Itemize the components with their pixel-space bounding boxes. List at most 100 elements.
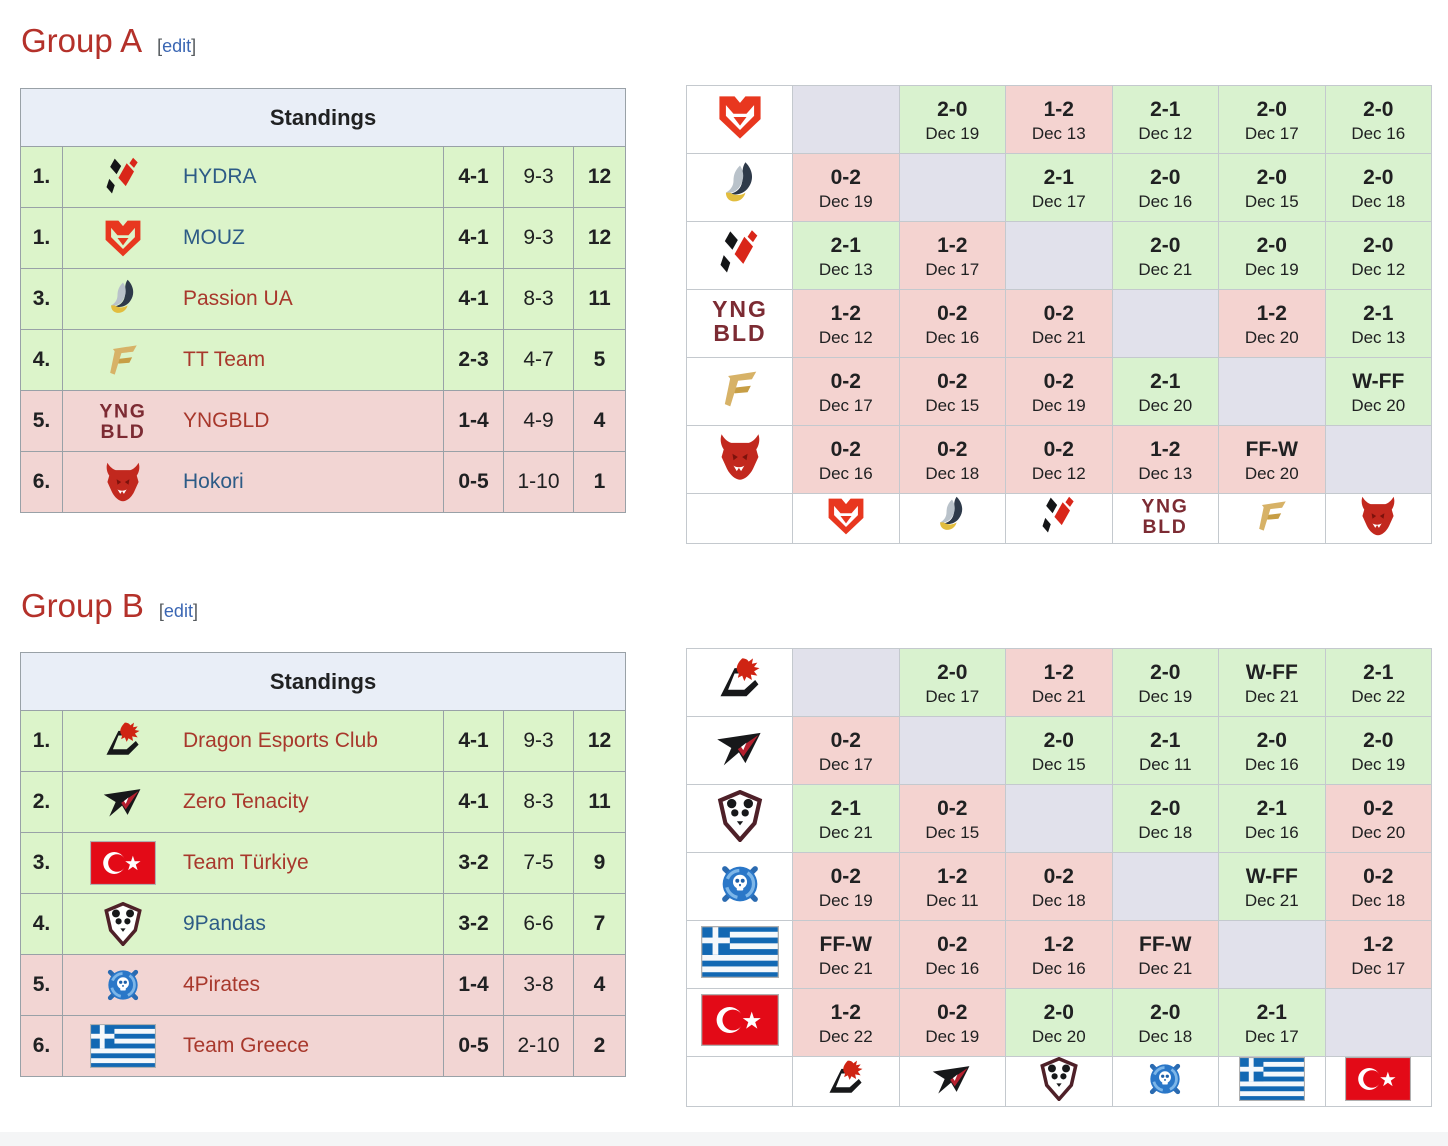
match-result-cell[interactable]: 2-0 Dec 18 [1324, 153, 1432, 222]
passion-ua-icon[interactable] [903, 496, 1001, 542]
match-result-cell[interactable]: 0-2 Dec 19 [898, 988, 1006, 1057]
match-result-cell[interactable]: 1-2 Dec 17 [1324, 920, 1432, 989]
match-result-cell[interactable]: 2-1 Dec 20 [1111, 357, 1219, 426]
match-result-cell[interactable]: 0-2 Dec 17 [792, 716, 900, 785]
match-result-cell[interactable]: 2-0 Dec 15 [1005, 716, 1113, 785]
zero-tenacity-icon[interactable] [903, 1066, 1001, 1105]
greece-flag-icon[interactable] [691, 926, 789, 982]
hydra-icon[interactable] [63, 155, 183, 199]
match-result-cell[interactable]: 2-0 Dec 18 [1111, 988, 1219, 1057]
hydra-icon[interactable] [1010, 496, 1108, 542]
match-result-cell[interactable]: 0-2 Dec 19 [1005, 357, 1113, 426]
edit-link[interactable]: edit [162, 36, 192, 56]
match-result-cell[interactable]: 0-2 Dec 19 [792, 153, 900, 222]
match-result-cell[interactable]: 0-2 Dec 20 [1324, 784, 1432, 853]
match-result-cell[interactable]: 2-0 Dec 17 [898, 648, 1006, 717]
match-result-cell[interactable]: 0-2 Dec 21 [1005, 289, 1113, 358]
team-link[interactable]: 9Pandas [183, 912, 266, 935]
yngbld-icon[interactable]: YNG BLD [63, 399, 183, 443]
match-result-cell[interactable]: 0-2 Dec 15 [898, 784, 1006, 853]
match-result-cell[interactable]: 2-1 Dec 22 [1324, 648, 1432, 717]
hokori-icon[interactable] [63, 460, 183, 504]
team-link[interactable]: MOUZ [183, 226, 245, 249]
match-result-cell[interactable]: 1-2 Dec 22 [792, 988, 900, 1057]
four-pirates-icon[interactable] [1116, 1063, 1214, 1105]
match-result-cell[interactable]: 1-2 Dec 11 [898, 852, 1006, 921]
hydra-icon[interactable] [691, 230, 789, 283]
nine-pandas-icon[interactable] [1010, 1056, 1108, 1105]
edit-link[interactable]: edit [163, 601, 193, 621]
dragon-esports-icon[interactable] [63, 719, 183, 763]
match-result-cell[interactable]: 0-2 Dec 16 [898, 920, 1006, 989]
greece-flag-icon[interactable] [1223, 1057, 1321, 1105]
match-result-cell[interactable]: 2-0 Dec 12 [1324, 221, 1432, 290]
match-result-cell[interactable]: W-FF Dec 21 [1218, 852, 1326, 921]
match-result-cell[interactable]: FF-W Dec 21 [792, 920, 900, 989]
team-link[interactable]: Zero Tenacity [183, 790, 309, 813]
turkiye-flag-icon[interactable]: ★ [1329, 1057, 1427, 1105]
turkiye-flag-icon[interactable]: ★ [63, 841, 183, 885]
match-result-cell[interactable]: 1-2 Dec 17 [898, 221, 1006, 290]
team-link[interactable]: HYDRA [183, 165, 257, 188]
team-link[interactable]: 4Pirates [183, 973, 261, 996]
match-result-cell[interactable]: 2-0 Dec 19 [1111, 648, 1219, 717]
match-result-cell[interactable]: 2-1 Dec 11 [1111, 716, 1219, 785]
match-result-cell[interactable]: 0-2 Dec 18 [898, 425, 1006, 494]
match-result-cell[interactable]: 0-2 Dec 16 [792, 425, 900, 494]
hokori-icon[interactable] [691, 434, 789, 487]
team-link[interactable]: Dragon Esports Club [183, 729, 378, 752]
match-result-cell[interactable]: 2-0 Dec 21 [1111, 221, 1219, 290]
passion-ua-icon[interactable] [63, 277, 183, 321]
hokori-icon[interactable] [1329, 496, 1427, 542]
mouz-icon[interactable] [797, 498, 895, 542]
tt-team-icon[interactable] [1223, 501, 1321, 542]
zero-tenacity-icon[interactable] [691, 732, 789, 778]
match-result-cell[interactable]: 0-2 Dec 17 [792, 357, 900, 426]
team-link[interactable]: TT Team [183, 348, 266, 371]
four-pirates-icon[interactable] [63, 963, 183, 1007]
nine-pandas-icon[interactable] [63, 902, 183, 946]
match-result-cell[interactable]: 2-1 Dec 21 [792, 784, 900, 853]
yngbld-icon[interactable]: YNG BLD [1116, 496, 1214, 542]
match-result-cell[interactable]: FF-W Dec 20 [1218, 425, 1326, 494]
mouz-icon[interactable] [63, 216, 183, 260]
dragon-esports-icon[interactable] [797, 1060, 895, 1105]
team-link[interactable]: Team Türkiye [183, 851, 309, 874]
match-result-cell[interactable]: 1-2 Dec 16 [1005, 920, 1113, 989]
match-result-cell[interactable]: 2-0 Dec 16 [1218, 716, 1326, 785]
match-result-cell[interactable]: FF-W Dec 21 [1111, 920, 1219, 989]
match-result-cell[interactable]: 2-1 Dec 17 [1218, 988, 1326, 1057]
match-result-cell[interactable]: 2-1 Dec 16 [1218, 784, 1326, 853]
match-result-cell[interactable]: 2-0 Dec 16 [1111, 153, 1219, 222]
match-result-cell[interactable]: 2-1 Dec 13 [792, 221, 900, 290]
match-result-cell[interactable]: 1-2 Dec 12 [792, 289, 900, 358]
match-result-cell[interactable]: 1-2 Dec 21 [1005, 648, 1113, 717]
team-link[interactable]: Team Greece [183, 1034, 310, 1057]
match-result-cell[interactable]: 2-0 Dec 19 [1218, 221, 1326, 290]
match-result-cell[interactable]: 2-0 Dec 20 [1005, 988, 1113, 1057]
match-result-cell[interactable]: 2-1 Dec 12 [1111, 85, 1219, 154]
yngbld-icon[interactable]: YNG BLD [691, 296, 789, 351]
match-result-cell[interactable]: 0-2 Dec 16 [898, 289, 1006, 358]
match-result-cell[interactable]: 2-0 Dec 19 [1324, 716, 1432, 785]
match-result-cell[interactable]: 1-2 Dec 13 [1005, 85, 1113, 154]
tt-team-icon[interactable] [63, 338, 183, 382]
match-result-cell[interactable]: 0-2 Dec 15 [898, 357, 1006, 426]
team-link[interactable]: Hokori [183, 470, 244, 493]
match-result-cell[interactable]: 2-0 Dec 15 [1218, 153, 1326, 222]
dragon-esports-icon[interactable] [691, 658, 789, 710]
match-result-cell[interactable]: 1-2 Dec 13 [1111, 425, 1219, 494]
match-result-cell[interactable]: W-FF Dec 20 [1324, 357, 1432, 426]
match-result-cell[interactable]: 2-0 Dec 17 [1218, 85, 1326, 154]
tt-team-icon[interactable] [691, 371, 789, 419]
mouz-icon[interactable] [691, 96, 789, 147]
match-result-cell[interactable]: 0-2 Dec 19 [792, 852, 900, 921]
match-result-cell[interactable]: 1-2 Dec 20 [1218, 289, 1326, 358]
team-link[interactable]: Passion UA [183, 287, 293, 310]
match-result-cell[interactable]: 2-0 Dec 19 [898, 85, 1006, 154]
four-pirates-icon[interactable] [691, 866, 789, 914]
team-link[interactable]: YNGBLD [183, 409, 270, 432]
match-result-cell[interactable]: 0-2 Dec 18 [1324, 852, 1432, 921]
turkiye-flag-icon[interactable]: ★ [691, 994, 789, 1050]
match-result-cell[interactable]: 2-1 Dec 13 [1324, 289, 1432, 358]
